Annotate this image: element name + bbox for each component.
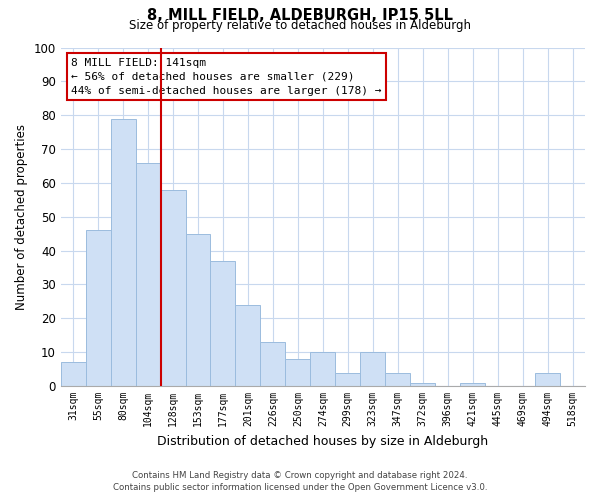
- Bar: [136, 162, 161, 386]
- Text: 8 MILL FIELD: 141sqm
← 56% of detached houses are smaller (229)
44% of semi-deta: 8 MILL FIELD: 141sqm ← 56% of detached h…: [71, 58, 382, 96]
- Bar: [360, 352, 385, 386]
- Bar: [211, 261, 235, 386]
- Bar: [86, 230, 110, 386]
- X-axis label: Distribution of detached houses by size in Aldeburgh: Distribution of detached houses by size …: [157, 434, 488, 448]
- Bar: [260, 342, 286, 386]
- Bar: [335, 372, 360, 386]
- Bar: [460, 382, 485, 386]
- Bar: [61, 362, 86, 386]
- Bar: [286, 359, 310, 386]
- Bar: [535, 372, 560, 386]
- Bar: [385, 372, 410, 386]
- Text: 8, MILL FIELD, ALDEBURGH, IP15 5LL: 8, MILL FIELD, ALDEBURGH, IP15 5LL: [147, 8, 453, 22]
- Text: Size of property relative to detached houses in Aldeburgh: Size of property relative to detached ho…: [129, 18, 471, 32]
- Bar: [410, 382, 435, 386]
- Y-axis label: Number of detached properties: Number of detached properties: [15, 124, 28, 310]
- Bar: [110, 118, 136, 386]
- Bar: [161, 190, 185, 386]
- Text: Contains HM Land Registry data © Crown copyright and database right 2024.
Contai: Contains HM Land Registry data © Crown c…: [113, 471, 487, 492]
- Bar: [310, 352, 335, 386]
- Bar: [185, 234, 211, 386]
- Bar: [235, 305, 260, 386]
